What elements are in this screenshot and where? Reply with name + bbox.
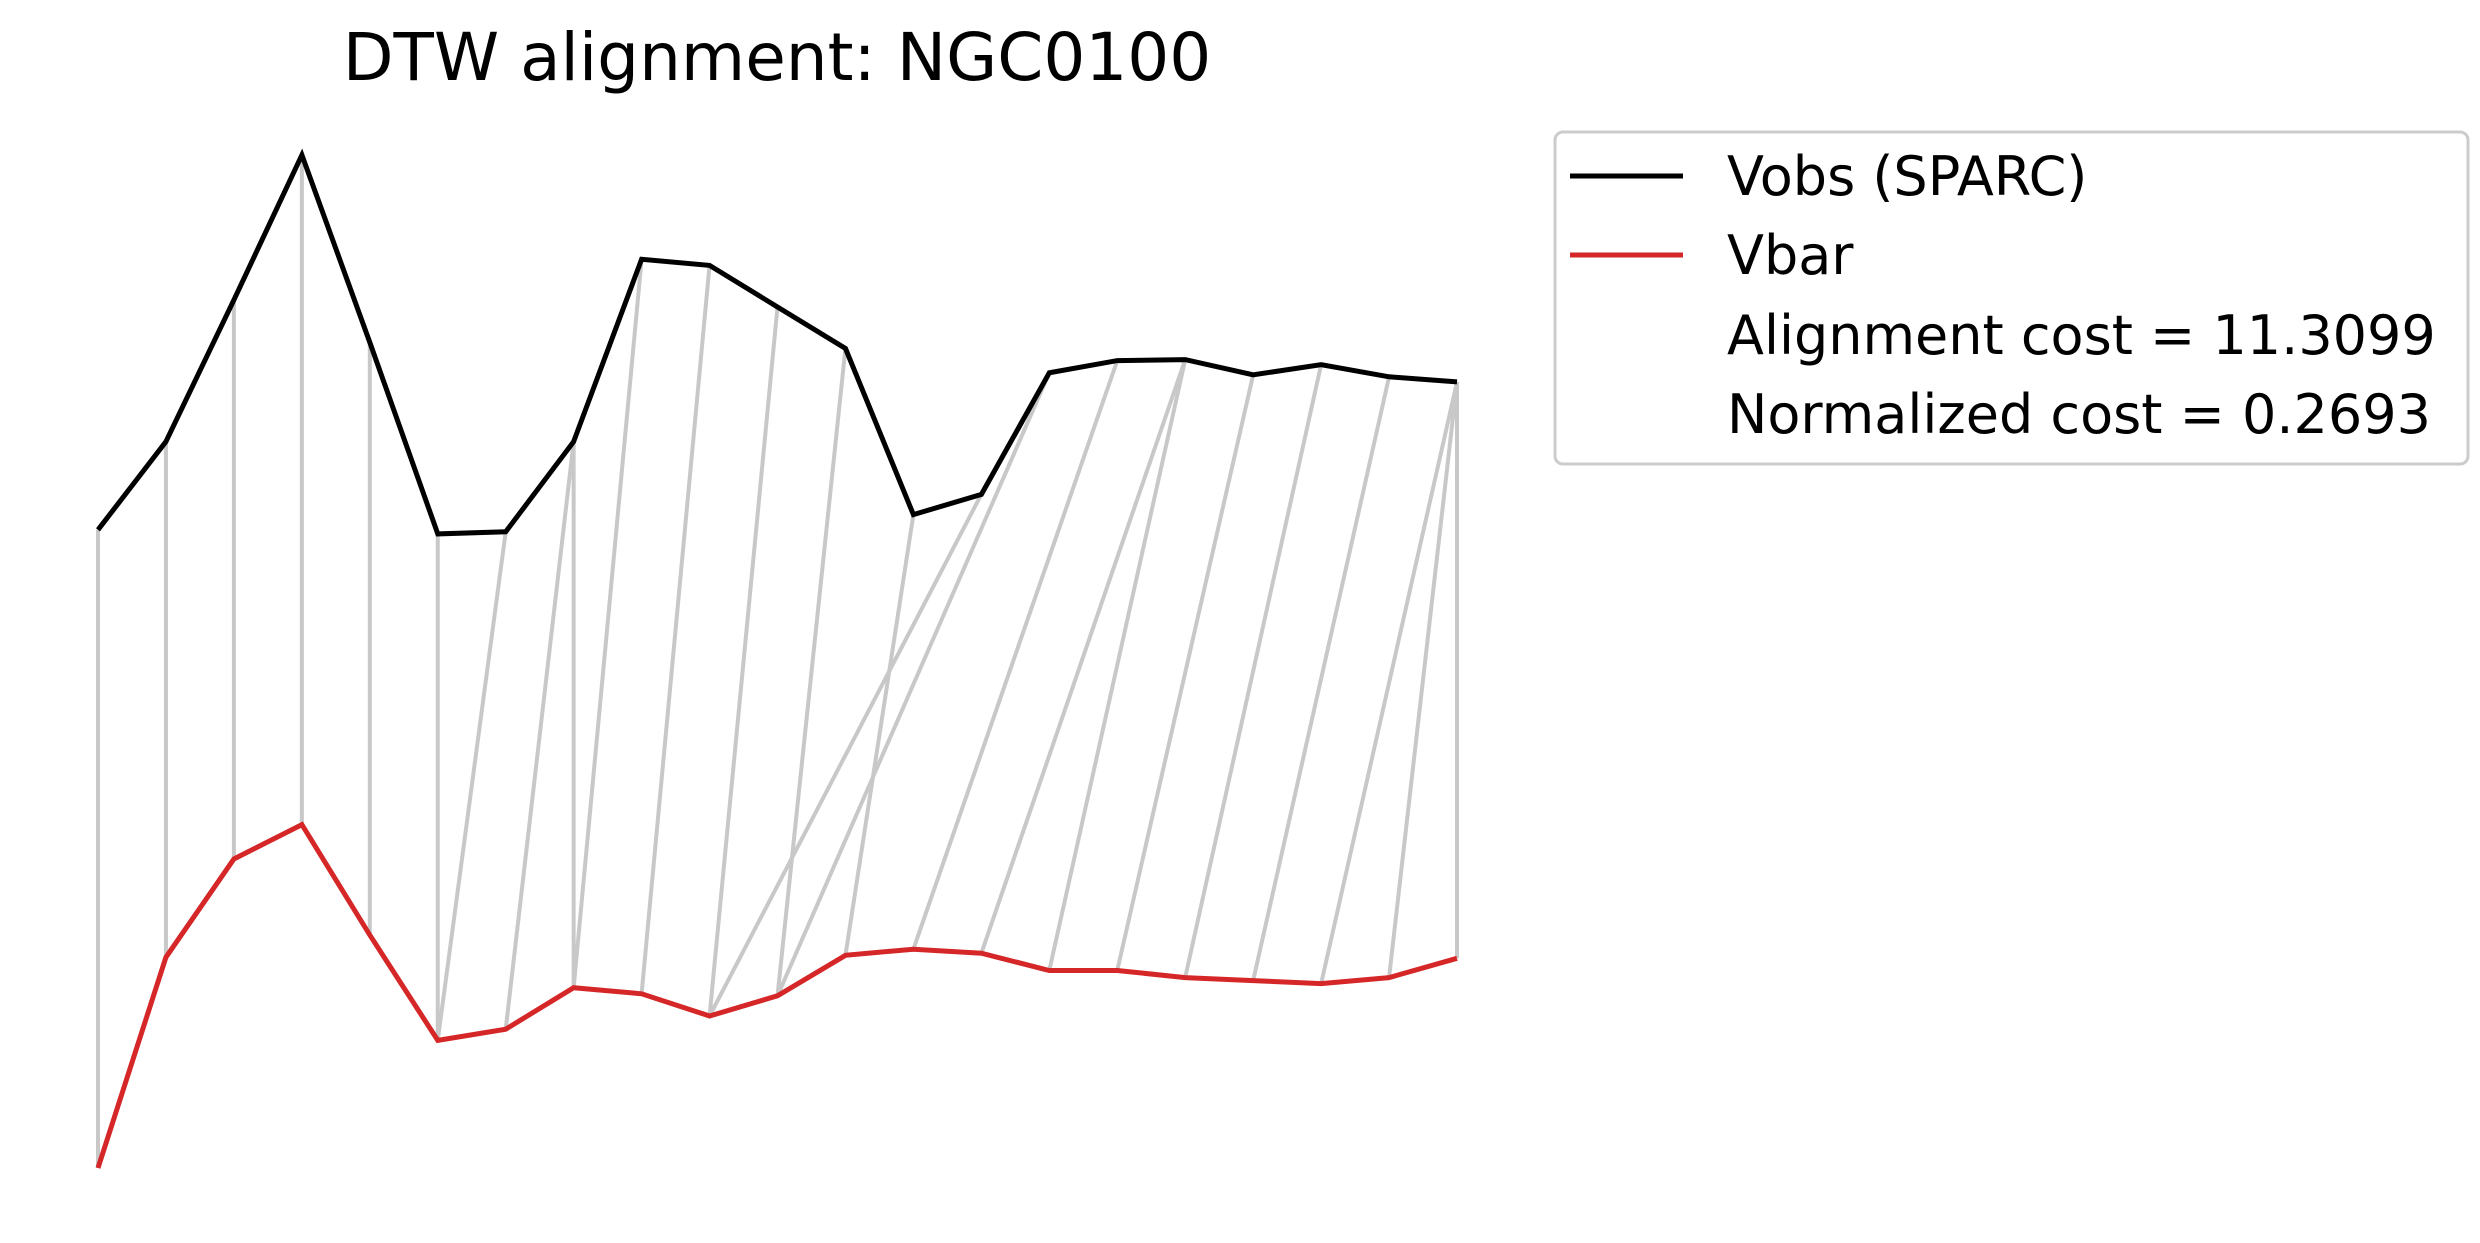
alignment-line-16 bbox=[911, 359, 1120, 950]
alignment-line-23 bbox=[1387, 381, 1459, 978]
alignment-cost-annotation: Alignment cost = 11.3099 bbox=[1727, 304, 2436, 367]
legend-frame bbox=[1553, 130, 2470, 466]
alignment-lines bbox=[96, 155, 1459, 1168]
alignment-line-12 bbox=[775, 348, 848, 996]
alignment-line-17 bbox=[979, 358, 1188, 954]
normalized-cost-annotation: Normalized cost = 0.2693 bbox=[1727, 383, 2431, 446]
alignment-line-6 bbox=[435, 531, 508, 1041]
alignment-line-15 bbox=[775, 371, 1052, 997]
chart-title: DTW alignment: NGC0100 bbox=[343, 19, 1212, 96]
alignment-line-9 bbox=[571, 259, 644, 988]
plot-area bbox=[95, 148, 1459, 1169]
series-lines bbox=[95, 148, 1458, 1169]
alignment-line-18 bbox=[1047, 359, 1188, 971]
alignment-line-10 bbox=[639, 265, 712, 994]
alignment-line-20 bbox=[1183, 364, 1324, 978]
alignment-line-19 bbox=[1115, 374, 1256, 971]
legend-label-vbar: Vbar bbox=[1727, 224, 1854, 287]
series-line-vobs bbox=[96, 148, 1458, 537]
alignment-line-11 bbox=[707, 306, 780, 1017]
series-line-vbar bbox=[95, 821, 1458, 1169]
legend: Vobs (SPARC) Vbar Alignment cost = 11.30… bbox=[1553, 130, 2470, 466]
alignment-line-21 bbox=[1251, 376, 1392, 982]
alignment-line-13 bbox=[843, 514, 916, 956]
legend-label-vobs: Vobs (SPARC) bbox=[1727, 145, 2087, 208]
alignment-line-7 bbox=[503, 441, 576, 1030]
alignment-line-14 bbox=[707, 493, 984, 1017]
alignment-line-22 bbox=[1319, 381, 1459, 985]
